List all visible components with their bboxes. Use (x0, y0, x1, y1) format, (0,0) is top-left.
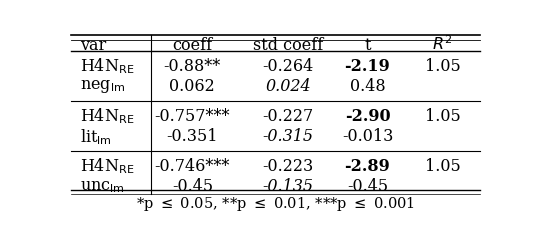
Text: 0.024: 0.024 (265, 78, 311, 95)
Text: 1.05: 1.05 (424, 108, 461, 125)
Text: -2.89: -2.89 (344, 158, 391, 175)
Text: -0.135: -0.135 (263, 178, 314, 195)
Text: H4N$_{\mathrm{RE}}$: H4N$_{\mathrm{RE}}$ (80, 56, 134, 76)
Text: -0.351: -0.351 (167, 128, 218, 145)
Text: 0.062: 0.062 (169, 78, 215, 95)
Text: 1.05: 1.05 (424, 158, 461, 175)
Text: -0.45: -0.45 (347, 178, 388, 195)
Text: -0.264: -0.264 (263, 58, 314, 75)
Text: 1.05: 1.05 (424, 58, 461, 75)
Text: neg$_{\mathrm{lm}}$: neg$_{\mathrm{lm}}$ (80, 78, 125, 95)
Text: 0.48: 0.48 (350, 78, 385, 95)
Text: -0.746***: -0.746*** (154, 158, 230, 175)
Text: -0.88**: -0.88** (164, 58, 221, 75)
Text: -0.757***: -0.757*** (154, 108, 230, 125)
Text: H4N$_{\mathrm{RE}}$: H4N$_{\mathrm{RE}}$ (80, 107, 134, 126)
Text: unc$_{\mathrm{lm}}$: unc$_{\mathrm{lm}}$ (80, 178, 125, 195)
Text: -2.19: -2.19 (344, 58, 391, 75)
Text: -0.227: -0.227 (263, 108, 314, 125)
Text: var: var (80, 37, 106, 54)
Text: -0.223: -0.223 (263, 158, 314, 175)
Text: t: t (364, 37, 371, 54)
Text: *p $\leq$ 0.05, **p $\leq$ 0.01, ***p $\leq$ 0.001: *p $\leq$ 0.05, **p $\leq$ 0.01, ***p $\… (136, 195, 415, 213)
Text: $R^2$: $R^2$ (433, 36, 452, 55)
Text: -2.90: -2.90 (345, 108, 390, 125)
Text: -0.315: -0.315 (263, 128, 314, 145)
Text: std coeff: std coeff (253, 37, 323, 54)
Text: H4N$_{\mathrm{RE}}$: H4N$_{\mathrm{RE}}$ (80, 157, 134, 176)
Text: coeff: coeff (172, 37, 213, 54)
Text: lit$_{\mathrm{lm}}$: lit$_{\mathrm{lm}}$ (80, 127, 112, 147)
Text: -0.45: -0.45 (172, 178, 213, 195)
Text: -0.013: -0.013 (342, 128, 393, 145)
